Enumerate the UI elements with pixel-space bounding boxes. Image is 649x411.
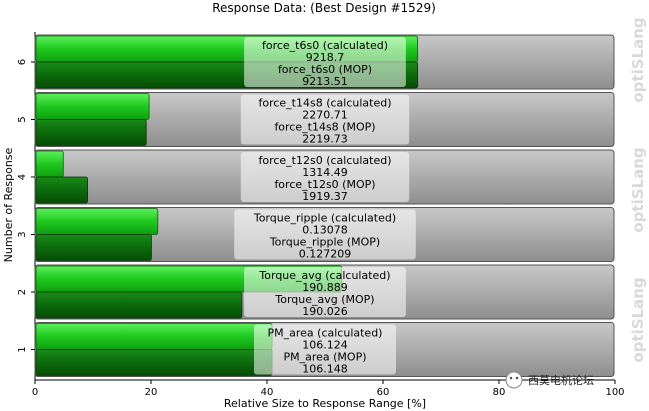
response-row-4: force_t12s0 (calculated)1314.49force_t12… <box>17 149 615 205</box>
mop-bar <box>35 234 152 261</box>
mop-label: Torque_ripple (MOP) <box>269 236 380 249</box>
y-tick-label: 4 <box>17 174 28 180</box>
chart-title: Response Data: (Best Design #1529) <box>212 1 436 15</box>
wechat-badge: 西莫电机论坛 <box>505 371 594 389</box>
value-label-panel <box>240 94 410 145</box>
x-tick-label: 60 <box>377 387 390 398</box>
mop-bar <box>35 349 273 376</box>
value-label-panel <box>234 209 416 260</box>
calculated-bar <box>35 208 159 235</box>
x-tick-label: 0 <box>32 387 38 398</box>
y-axis-label: Number of Response <box>2 147 15 262</box>
response-row-6: force_t6s0 (calculated)9218.7force_t6s0 … <box>17 34 615 90</box>
wechat-icon <box>505 371 523 389</box>
mop-label: PM_area (MOP) <box>283 351 366 364</box>
value-label-panel <box>244 37 406 87</box>
x-ticks: 0 20 40 60 80 100 <box>32 380 625 398</box>
bar-rows: force_t6s0 (calculated)9218.7force_t6s0 … <box>17 34 615 377</box>
calculated-label: force_t12s0 (calculated) <box>258 154 391 167</box>
response-row-2: Torque_avg (calculated)190.889Torque_avg… <box>17 264 615 320</box>
wechat-icon-eye-right <box>515 376 519 380</box>
mop-label: Torque_avg (MOP) <box>274 293 374 306</box>
calculated-value: 1314.49 <box>302 166 348 179</box>
watermark-text: optiSLang <box>629 147 647 232</box>
x-tick-label: 20 <box>145 387 158 398</box>
y-tick-label: 6 <box>17 59 28 65</box>
x-tick-label: 100 <box>605 387 624 398</box>
y-tick-label: 1 <box>17 346 28 352</box>
mop-bar <box>35 176 89 204</box>
wechat-icon-eye-left <box>509 376 513 380</box>
x-tick-label: 40 <box>261 387 274 398</box>
mop-value: 1919.37 <box>302 190 348 203</box>
wechat-caption: 西莫电机论坛 <box>528 373 594 387</box>
x-axis-label: Relative Size to Response Range [%] <box>224 397 426 410</box>
watermark-text: optiSLang <box>629 17 647 102</box>
mop-value: 190.026 <box>302 305 348 318</box>
mop-label: force_t6s0 (MOP) <box>278 63 372 76</box>
calculated-value: 9218.7 <box>306 51 345 64</box>
mop-value: 106.148 <box>302 363 348 376</box>
calculated-label: force_t14s8 (calculated) <box>258 97 391 110</box>
calculated-bar <box>35 150 64 178</box>
mop-bar <box>35 291 243 319</box>
mop-value: 9213.51 <box>302 75 348 88</box>
y-tick-label: 5 <box>17 116 28 122</box>
response-row-3: Torque_ripple (calculated)0.13078Torque_… <box>17 207 615 262</box>
calculated-value: 2270.71 <box>302 109 348 122</box>
calculated-label: Torque_ripple (calculated) <box>253 212 396 225</box>
y-tick-label: 3 <box>17 231 28 237</box>
watermark-text: optiSLang <box>629 277 647 362</box>
calculated-bar <box>35 93 150 120</box>
calculated-label: PM_area (calculated) <box>268 327 383 340</box>
value-label-panel <box>240 152 410 202</box>
mop-bar <box>35 119 147 146</box>
calculated-bar <box>35 323 273 350</box>
calculated-label: force_t6s0 (calculated) <box>262 39 388 52</box>
mop-value: 2219.73 <box>302 133 348 146</box>
value-label-panel <box>244 267 406 317</box>
calculated-value: 106.124 <box>302 339 348 352</box>
optislang-watermark: optiSLang optiSLang optiSLang <box>629 17 647 362</box>
mop-label: force_t12s0 (MOP) <box>274 178 375 191</box>
calculated-value: 0.13078 <box>302 224 348 237</box>
mop-value: 0.127209 <box>299 248 352 261</box>
y-tick-label: 2 <box>17 289 28 295</box>
calculated-value: 190.889 <box>302 281 348 294</box>
mop-label: force_t14s8 (MOP) <box>274 121 375 134</box>
value-label-panel <box>254 324 396 375</box>
response-row-5: force_t14s8 (calculated)2270.71force_t14… <box>17 92 615 147</box>
calculated-label: Torque_avg (calculated) <box>258 269 390 282</box>
x-tick-label: 80 <box>493 387 506 398</box>
